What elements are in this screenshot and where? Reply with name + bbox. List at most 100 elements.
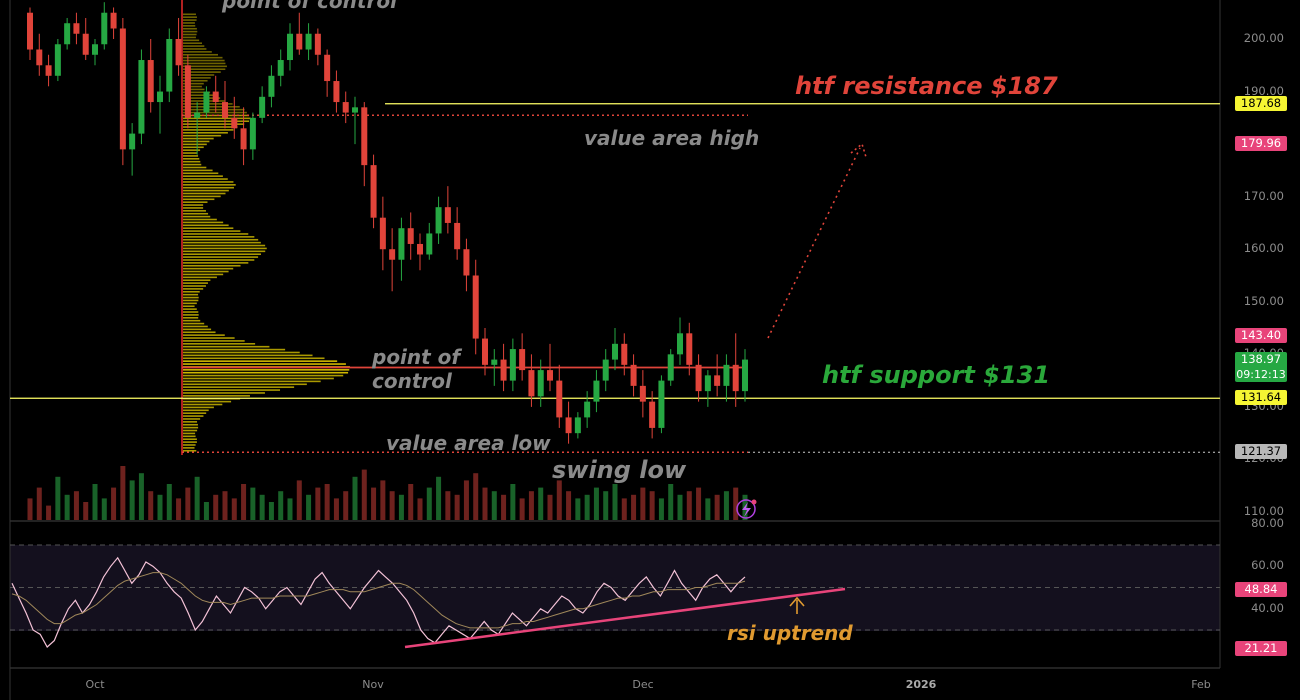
price-tag: 143.40 (1235, 328, 1287, 344)
volume-profile-bar (182, 423, 198, 426)
candle-body (296, 33, 303, 50)
volume-profile-bar (182, 137, 214, 140)
price-tag: 179.96 (1235, 136, 1287, 152)
candle-body (92, 44, 98, 55)
price-tag-value: 138.97 (1240, 351, 1282, 366)
candle-body (110, 12, 117, 29)
candle-body (742, 359, 748, 392)
candle-body (73, 23, 80, 34)
volume-bar (306, 494, 312, 520)
volume-profile-bar (182, 62, 226, 65)
candle-body (54, 44, 61, 76)
volume-bar (538, 487, 544, 520)
volume-profile-bar (182, 94, 216, 97)
price-levels (10, 103, 1220, 453)
volume-profile-bar (182, 247, 267, 250)
volume-profile-bar (182, 279, 211, 282)
candle-body (602, 359, 609, 381)
volume-profile-bar (182, 201, 208, 203)
volume-bar (129, 480, 135, 520)
volume-profile-bar (182, 250, 266, 253)
volume-bar (148, 491, 154, 520)
candle-body (222, 102, 228, 118)
date-tick: Dec (632, 678, 654, 691)
volume-bar (203, 502, 209, 520)
volume-bar (268, 502, 274, 520)
candle-body (324, 54, 331, 82)
volume-profile-bar (182, 392, 265, 394)
volume-profile-bar (182, 441, 197, 443)
volume-bar (696, 487, 702, 520)
price-tick: 200.00 (1243, 31, 1284, 45)
candle-body (704, 375, 711, 392)
volume-profile-bar (182, 421, 198, 423)
candle-body (500, 359, 507, 381)
volume-profile-bar (182, 178, 228, 180)
volume-bar (621, 498, 627, 520)
volume-bar (250, 487, 256, 520)
alert-dot-icon (751, 499, 757, 505)
volume-profile (181, 0, 350, 455)
volume-profile-bar (182, 435, 196, 438)
volume-profile-bar (182, 53, 218, 56)
candle-body (82, 33, 89, 55)
volume-profile-bar (182, 181, 234, 183)
volume-profile-bar (182, 77, 211, 79)
volume-profile-bar (182, 152, 198, 154)
volume-profile-bar (182, 354, 313, 357)
volume-profile-bar (182, 447, 195, 449)
volume-profile-bar (182, 337, 235, 339)
volume-profile-bar (182, 296, 199, 299)
date-tick: 2026 (905, 678, 937, 691)
volume-profile-bar (182, 33, 197, 36)
volume-profile-bar (182, 241, 261, 244)
volume-bar (631, 494, 637, 520)
volume-bar (73, 491, 79, 520)
candle-body (695, 364, 702, 392)
candle-body (482, 338, 488, 365)
volume-profile-bar (182, 282, 208, 284)
volume-profile-bar (182, 88, 205, 91)
volume-profile-bar (182, 45, 205, 47)
price-tick: 190.00 (1243, 83, 1284, 98)
volume-profile-bar (182, 244, 266, 247)
candle-body (231, 117, 238, 129)
candle-body (157, 91, 163, 103)
candle-body (509, 349, 516, 381)
volume-profile-bar (182, 230, 241, 232)
support-label: htf support $131 (822, 361, 1051, 389)
volume-profile-bar (182, 319, 201, 322)
volume-bar (361, 469, 367, 520)
volume-profile-bar (182, 221, 224, 224)
candle-body (175, 39, 182, 66)
volume-bar (575, 498, 581, 520)
volume-profile-bar (182, 334, 225, 336)
volume-bar (705, 498, 711, 520)
volume-bar (111, 487, 117, 520)
candle-body (686, 333, 693, 365)
volume-profile-bar (182, 406, 214, 409)
volume-bar (649, 491, 655, 520)
value-area-low-label: value area low (386, 431, 551, 455)
volume-profile-bar (182, 273, 224, 276)
volume-profile-bar (182, 48, 207, 50)
volume-profile-bar (182, 184, 236, 186)
volume-profile-bar (182, 383, 307, 386)
volume-profile-bar (182, 403, 223, 406)
candle-body (305, 33, 312, 50)
candle-body (277, 60, 284, 76)
candle-body (119, 28, 126, 150)
volume-profile-bar (182, 325, 208, 328)
volume-profile-bar (182, 380, 321, 383)
value-area-high-label: value area high (584, 126, 760, 150)
candle-body (463, 249, 470, 276)
volume-profile-bar (182, 30, 198, 33)
volume-profile-bar (182, 308, 197, 310)
volume-profile-bar (182, 288, 204, 290)
candle-body (27, 12, 33, 50)
countdown-timer: 09:12:13 (1236, 367, 1286, 381)
volume-profile-bar (182, 97, 221, 99)
candle-body (639, 385, 646, 402)
volume-profile-bar (182, 270, 229, 273)
